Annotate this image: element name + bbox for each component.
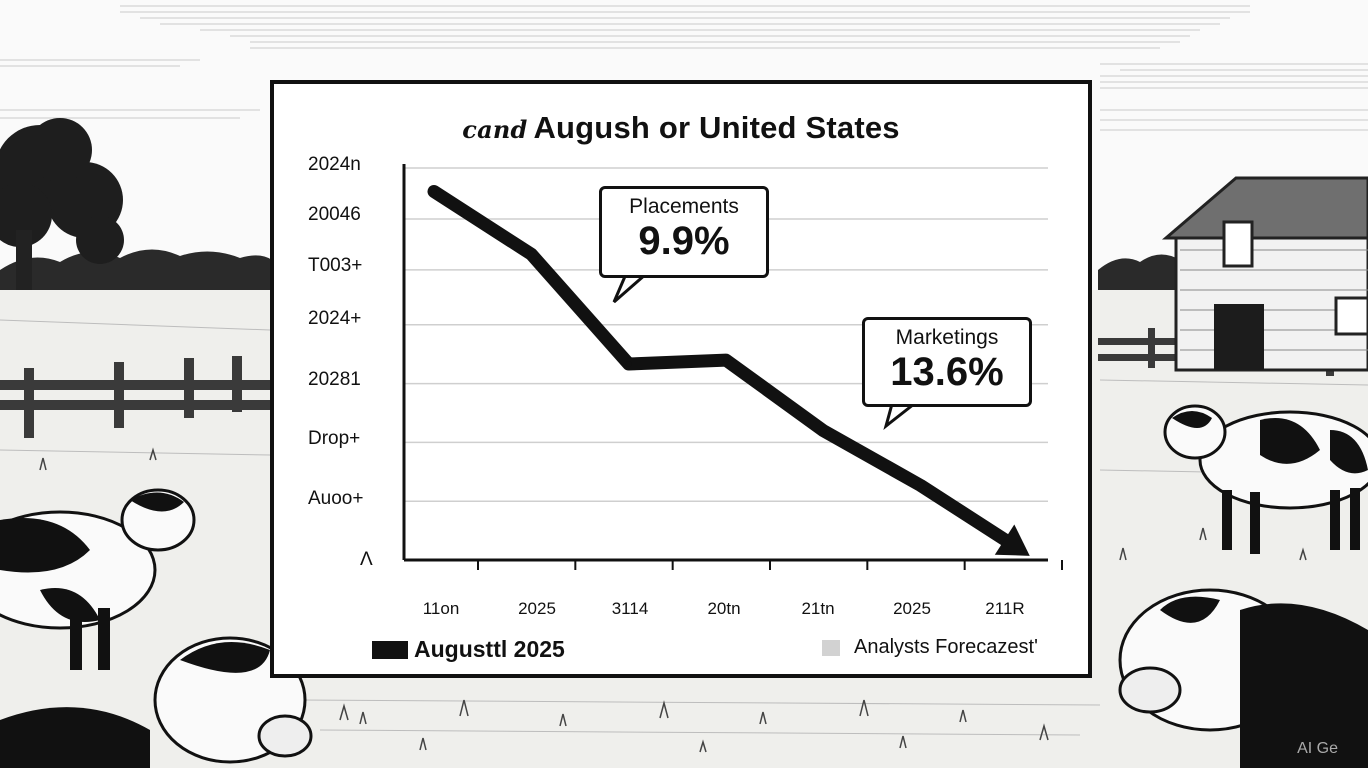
data-point <box>917 482 924 489</box>
x-tick-label: 3114 <box>611 599 649 618</box>
cow-bottom-left <box>0 636 313 768</box>
legend-label: Analysts Forecazest' <box>854 636 1038 658</box>
y-tick-label: Auoo+ <box>308 488 364 509</box>
x-tick-label: 211R <box>985 599 1025 618</box>
data-point <box>431 188 437 195</box>
callout-marketings: Marketings 13.6% <box>862 317 1032 407</box>
y-tick-label: 20281 <box>308 369 361 390</box>
x-tick-label: 11on <box>422 599 460 618</box>
y-tick-label: T003+ <box>308 255 363 276</box>
cow-left <box>0 488 196 670</box>
tree <box>0 118 124 325</box>
cow-right <box>1163 404 1368 554</box>
callout-label: Marketings <box>895 326 999 349</box>
legend-item-forecast: Analysts Forecazest' <box>822 636 1038 659</box>
callout-pointer <box>612 272 650 304</box>
data-point <box>625 361 632 367</box>
cow-bottom-right <box>1118 588 1368 768</box>
data-point <box>820 427 827 434</box>
legend-swatch <box>372 640 408 659</box>
legend-item-series: Augusttl 2025 <box>372 636 565 663</box>
callout-pointer <box>883 402 919 430</box>
callout-value: 9.9% <box>638 219 730 263</box>
chart-panel: cand Augush or United States 2024n 20046 … <box>270 80 1092 678</box>
data-point <box>528 251 535 258</box>
arrow-head <box>994 524 1030 556</box>
callout-value: 13.6% <box>890 350 1004 394</box>
fence-left <box>0 356 272 438</box>
chart-title-prefix: cand <box>462 115 528 144</box>
x-tick-label: 21tn <box>801 599 835 618</box>
legend-swatch <box>822 639 840 656</box>
watermark: AI Ge <box>1297 740 1338 757</box>
callout-label: Placements <box>629 195 739 218</box>
y-tick-label: 2024+ <box>308 308 362 329</box>
plot-area <box>402 164 1063 570</box>
data-point <box>723 357 729 364</box>
x-tick-label: 2025 <box>893 599 931 618</box>
y-tick-label: Drop+ <box>308 428 361 449</box>
barn <box>1161 176 1368 372</box>
y-tick-label: 20046 <box>308 204 361 225</box>
x-tick-label: 2025 <box>518 599 556 618</box>
tree-line-left <box>0 249 272 300</box>
x-tick-label: 20tn <box>707 599 741 618</box>
callout-placements: Placements 9.9% <box>599 186 769 278</box>
y-tick-label: Λ <box>360 549 373 570</box>
chart-title: cand Augush or United States <box>274 110 1088 146</box>
chart-title-text: Augush or United States <box>533 110 900 145</box>
cloud-hatching <box>0 5 1368 131</box>
y-tick-label: 2024n <box>308 154 361 175</box>
legend-label: Augusttl 2025 <box>414 636 565 662</box>
